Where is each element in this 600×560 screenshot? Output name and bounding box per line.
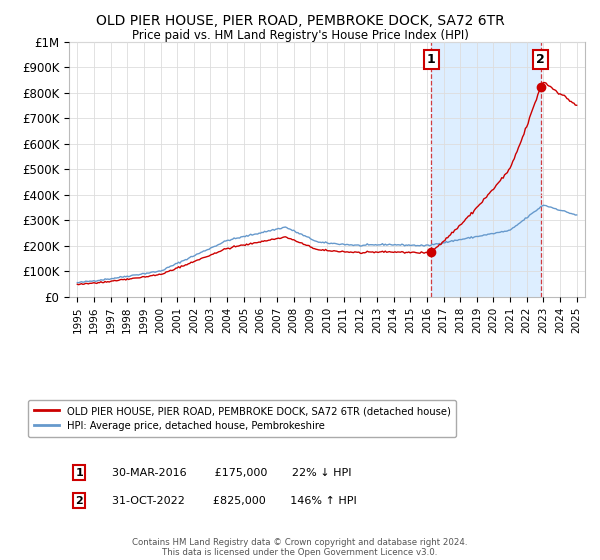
Text: OLD PIER HOUSE, PIER ROAD, PEMBROKE DOCK, SA72 6TR: OLD PIER HOUSE, PIER ROAD, PEMBROKE DOCK… [95,14,505,28]
Text: 2: 2 [76,496,83,506]
Text: Contains HM Land Registry data © Crown copyright and database right 2024.
This d: Contains HM Land Registry data © Crown c… [132,538,468,557]
Text: Price paid vs. HM Land Registry's House Price Index (HPI): Price paid vs. HM Land Registry's House … [131,29,469,42]
Text: 31-OCT-2022        £825,000       146% ↑ HPI: 31-OCT-2022 £825,000 146% ↑ HPI [105,496,357,506]
Text: 2: 2 [536,53,545,66]
Legend: OLD PIER HOUSE, PIER ROAD, PEMBROKE DOCK, SA72 6TR (detached house), HPI: Averag: OLD PIER HOUSE, PIER ROAD, PEMBROKE DOCK… [28,400,457,437]
Text: 1: 1 [427,53,436,66]
Bar [431,42,541,297]
Text: 1: 1 [76,468,83,478]
Text: 30-MAR-2016        £175,000       22% ↓ HPI: 30-MAR-2016 £175,000 22% ↓ HPI [105,468,352,478]
